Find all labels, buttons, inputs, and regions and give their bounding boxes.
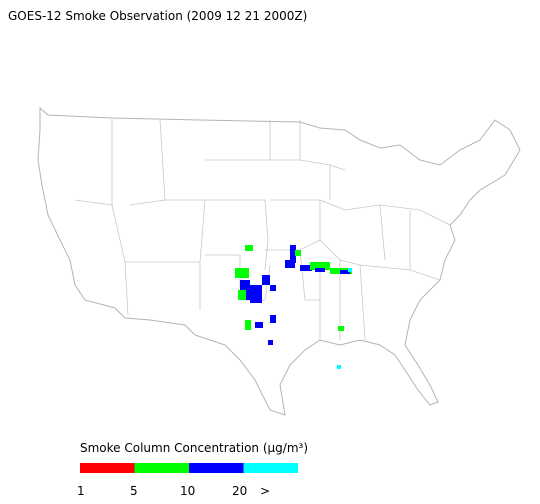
map-title: GOES-12 Smoke Observation (2009 12 21 20… [8,9,307,23]
basemap [37,106,521,416]
smoke-pixel [250,285,262,303]
smoke-pixel [255,322,263,328]
legend-label: 10 [180,484,195,498]
smoke-pixel [300,265,312,271]
smoke-pixel [262,275,270,285]
smoke-pixel [270,285,276,291]
smoke-pixel [338,326,344,331]
legend-swatch [189,463,244,473]
legend-swatch [243,463,298,473]
smoke-pixel [337,365,341,369]
smoke-plume [235,245,352,369]
smoke-pixel [235,268,249,278]
smoke-pixel [238,290,246,300]
legend-swatch [80,463,135,473]
smoke-pixel [295,250,301,256]
smoke-pixel [245,245,253,251]
smoke-pixel [245,320,251,330]
smoke-pixel [270,315,276,323]
legend-label: 20 [232,484,247,498]
smoke-pixel [310,262,330,270]
state-borders [74,118,451,341]
smoke-pixel [315,268,325,272]
smoke-pixel [340,270,350,274]
smoke-pixel [268,340,273,345]
legend-swatch [134,463,189,473]
legend-label: 1 [77,484,85,498]
legend-title: Smoke Column Concentration (μg/m³) [80,441,308,455]
legend-label: > [260,484,270,498]
smoke-pixel [348,268,352,272]
legend-label: 5 [130,484,138,498]
legend: 1 5 10 20 > [77,463,298,498]
smoke-pixel [285,260,295,268]
smoke-pixel [290,245,296,263]
us-outline [37,106,521,416]
